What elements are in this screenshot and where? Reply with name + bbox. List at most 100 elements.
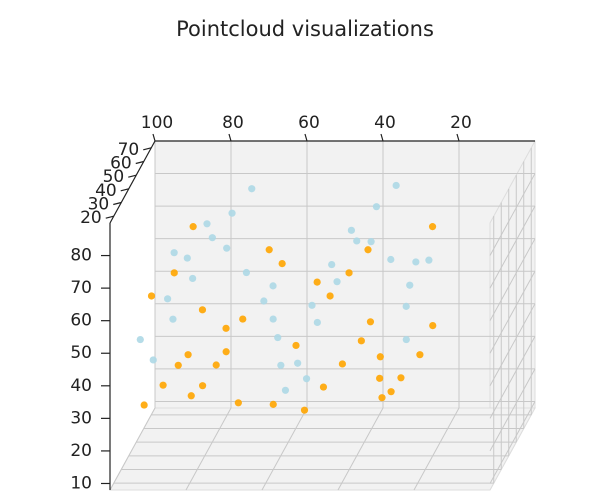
- point: [223, 244, 231, 252]
- grid-line: [489, 238, 536, 321]
- grid-line: [261, 407, 308, 491]
- z-tick-label: 50: [70, 343, 92, 363]
- point: [347, 226, 355, 234]
- point: [406, 281, 414, 289]
- point: [248, 185, 256, 193]
- y-tick-label: 60: [110, 154, 132, 174]
- point: [184, 351, 192, 359]
- point: [345, 269, 353, 277]
- x-tick-label: 60: [298, 113, 320, 133]
- x-tick-label: 100: [141, 113, 173, 133]
- y-tick-label: 30: [88, 195, 110, 215]
- grid-line: [489, 205, 536, 289]
- point: [326, 292, 334, 300]
- z-tick-label: 20: [70, 441, 92, 461]
- tick-mark: [135, 160, 144, 165]
- tick-mark: [143, 147, 152, 151]
- grid-line: [489, 173, 536, 256]
- point: [281, 386, 290, 394]
- point: [387, 388, 395, 396]
- back-pane: [154, 140, 536, 409]
- point: [212, 361, 220, 369]
- point: [277, 361, 285, 369]
- tick-mark: [228, 133, 232, 142]
- tick-mark: [456, 133, 460, 142]
- grid-line: [489, 336, 536, 419]
- point: [278, 260, 286, 268]
- point: [357, 337, 365, 345]
- x-tick-label: 40: [374, 113, 396, 133]
- point: [376, 374, 384, 382]
- point: [265, 246, 273, 254]
- point: [353, 237, 361, 245]
- z-tick-label: 80: [70, 246, 92, 266]
- grid-line: [337, 407, 384, 491]
- grid-line: [489, 401, 536, 484]
- tick-mark: [128, 174, 137, 178]
- point: [428, 223, 437, 231]
- point: [425, 256, 433, 264]
- point: [300, 406, 309, 414]
- point: [222, 324, 230, 332]
- point: [313, 318, 321, 327]
- z-tick-label: 70: [70, 278, 92, 298]
- point: [136, 335, 144, 344]
- point: [269, 282, 277, 290]
- point: [367, 238, 375, 246]
- x-tick-label: 20: [450, 113, 472, 133]
- point: [140, 401, 148, 409]
- point: [189, 223, 197, 231]
- grid-line: [413, 407, 460, 491]
- tick-mark: [120, 188, 129, 192]
- grid-line: [489, 271, 536, 354]
- point: [222, 348, 230, 356]
- point: [187, 392, 195, 400]
- point: [170, 269, 178, 277]
- point: [198, 306, 207, 314]
- point: [338, 360, 346, 368]
- tick-mark: [380, 133, 384, 142]
- point: [302, 375, 311, 383]
- y-tick-label: 70: [118, 140, 140, 160]
- z-tick-label: 30: [70, 408, 92, 428]
- point: [333, 278, 341, 286]
- point: [242, 268, 250, 277]
- point: [372, 203, 381, 211]
- point: [402, 335, 410, 344]
- x-tick-label: 80: [222, 113, 244, 133]
- point: [402, 302, 410, 310]
- point: [319, 383, 328, 391]
- point: [147, 292, 156, 300]
- point: [274, 333, 282, 342]
- point: [416, 351, 424, 359]
- point: [387, 255, 395, 264]
- point: [392, 181, 400, 190]
- point: [397, 374, 405, 382]
- point: [308, 301, 316, 309]
- point: [169, 315, 177, 323]
- chart-title: Pointcloud visualizations: [176, 17, 434, 41]
- tick-mark: [113, 201, 122, 206]
- point: [269, 315, 277, 323]
- grid-line: [489, 303, 536, 387]
- y-tick-label: 40: [95, 181, 117, 201]
- tick-mark: [105, 215, 114, 219]
- z-tick-label: 40: [70, 376, 92, 396]
- point: [183, 254, 191, 262]
- point: [189, 274, 197, 283]
- point: [149, 356, 157, 364]
- grid-line: [109, 407, 156, 491]
- point: [292, 341, 300, 350]
- tick-mark: [304, 133, 308, 142]
- z-tick-label: 60: [70, 311, 92, 331]
- point: [429, 321, 437, 330]
- point: [378, 394, 386, 402]
- tick-mark: [152, 133, 156, 142]
- floor-pane: [109, 407, 536, 491]
- y-tick-label: 50: [103, 167, 125, 187]
- point: [174, 361, 182, 369]
- point: [364, 246, 372, 254]
- axis-line: [109, 140, 156, 224]
- point: [199, 382, 207, 390]
